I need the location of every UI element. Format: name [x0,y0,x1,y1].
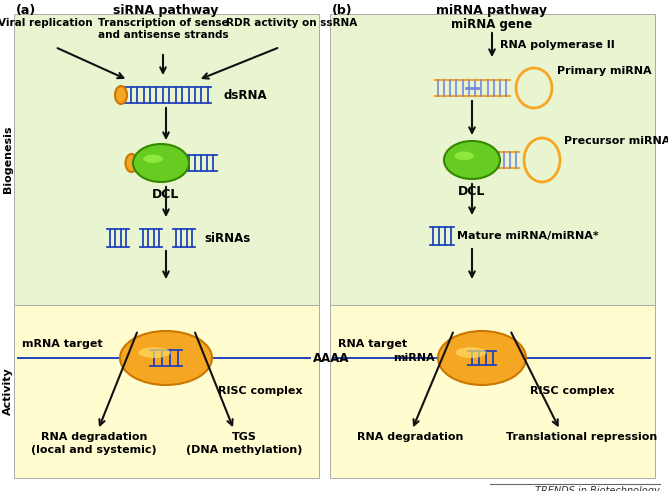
Text: (DNA methylation): (DNA methylation) [186,445,302,455]
Text: Primary miRNA: Primary miRNA [557,66,651,76]
Bar [330,14,655,305]
Text: TGS: TGS [232,432,257,442]
Text: RNA target: RNA target [338,339,407,349]
Text: siRNAs: siRNAs [204,231,250,245]
Text: (local and systemic): (local and systemic) [31,445,157,455]
Text: RNA degradation: RNA degradation [41,432,147,442]
Text: miRNA pathway: miRNA pathway [436,4,548,17]
Text: RISC complex: RISC complex [218,386,303,396]
Ellipse shape [454,152,474,160]
Text: miRNA gene: miRNA gene [452,18,532,31]
Ellipse shape [144,155,163,163]
Text: Activity: Activity [3,368,13,415]
Text: (b): (b) [332,4,353,17]
Text: Transcription of sense
and antisense strands: Transcription of sense and antisense str… [98,18,228,40]
Text: RNA degradation: RNA degradation [357,432,463,442]
Text: DCL: DCL [152,188,180,201]
Text: Precursor miRNA: Precursor miRNA [564,136,668,146]
Ellipse shape [115,86,127,104]
Text: DCL: DCL [458,185,486,198]
Ellipse shape [456,347,486,358]
Text: Biogenesis: Biogenesis [3,126,13,193]
Text: AAAA: AAAA [313,352,349,364]
Text: (a): (a) [16,4,36,17]
Text: Viral replication: Viral replication [0,18,92,28]
Bar [330,305,655,478]
Bar [14,305,319,478]
Text: Mature miRNA/miRNA*: Mature miRNA/miRNA* [457,231,599,241]
Ellipse shape [133,144,189,182]
Ellipse shape [126,154,138,172]
Text: RNA polymerase II: RNA polymerase II [500,40,615,50]
Text: mRNA target: mRNA target [22,339,103,349]
Text: RDR activity on ssRNA: RDR activity on ssRNA [226,18,357,28]
Text: siRNA pathway: siRNA pathway [114,4,218,17]
Ellipse shape [444,141,500,179]
Text: miRNA: miRNA [393,353,435,363]
Ellipse shape [438,331,526,385]
Text: RISC complex: RISC complex [530,386,615,396]
Text: TRENDS in Biotechnology: TRENDS in Biotechnology [535,486,660,491]
Bar [14,14,319,305]
Text: Translational repression: Translational repression [506,432,657,442]
Text: dsRNA: dsRNA [224,88,268,102]
Ellipse shape [120,331,212,385]
Ellipse shape [138,347,170,358]
